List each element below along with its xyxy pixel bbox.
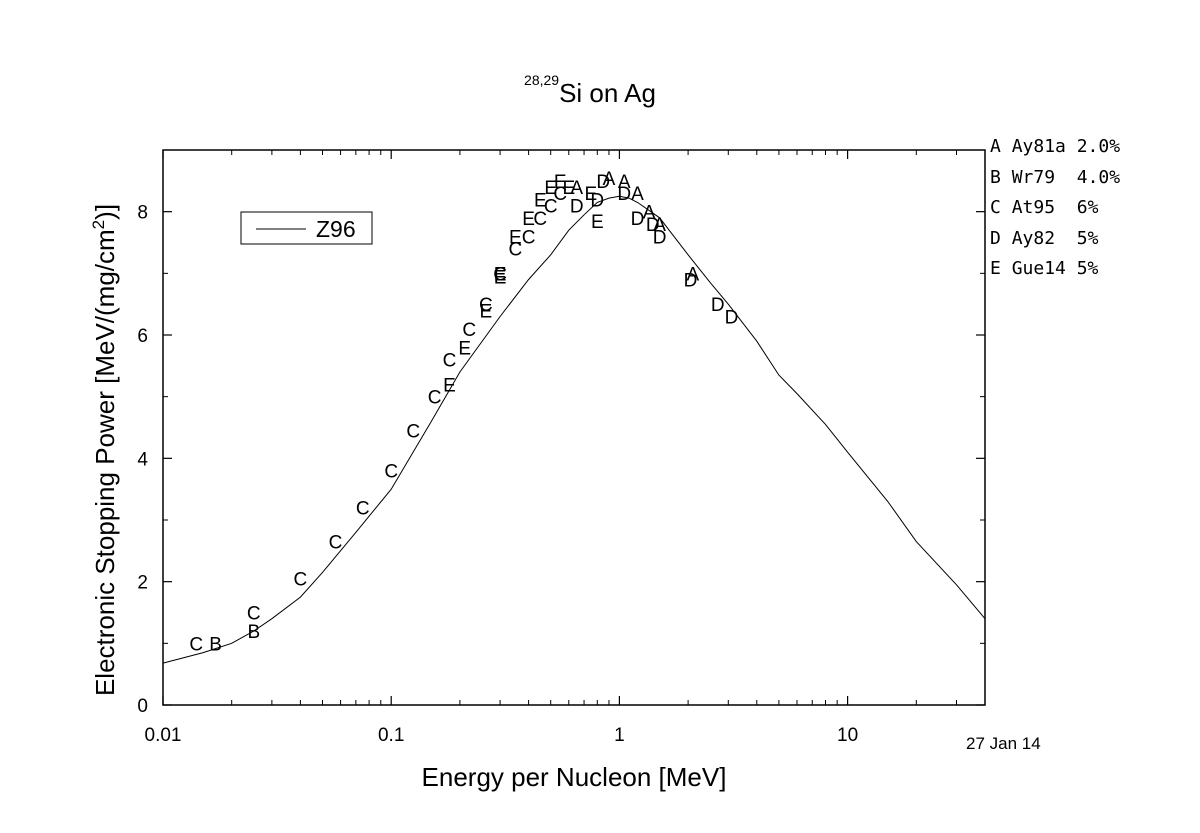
data-point-e: E [522,209,535,230]
x-tick-label: 0.01 [145,725,182,746]
data-point-a: A [570,178,583,199]
reference-uncertainty: 5% [1076,258,1099,279]
data-point-c: C [294,570,308,591]
data-point-c: C [329,533,343,554]
data-point-e: E [480,301,493,322]
data-point-a: A [618,172,631,193]
reference-legend-row: C At95 6% [990,193,1120,224]
data-point-d: D [684,271,698,292]
curve-legend-label: Z96 [316,216,356,242]
reference-marker: C [990,197,1001,218]
reference-marker: B [990,166,1001,188]
y-tick-label: 4 [137,449,148,470]
chart-title-isotopes: 28,29 [524,72,560,88]
x-axis-label: Energy per Nucleon [MeV] [422,762,727,792]
data-point-d: D [653,227,667,248]
data-point-a: A [643,203,656,224]
data-point-e: E [494,267,507,288]
data-point-c: C [356,499,370,520]
data-point-e: E [534,190,547,211]
data-point-d: D [617,184,631,205]
curve-legend: Z96 [240,211,373,245]
data-point-c: C [522,227,536,248]
date-stamp: 27 Jan 14 [966,734,1041,753]
data-point-d: D [590,190,604,211]
data-point-c: C [189,634,203,655]
data-point-e: E [591,212,604,233]
x-tick-label: 10 [837,725,858,746]
data-point-e: E [443,375,456,396]
data-point-d: D [725,308,739,329]
data-point-d: D [596,172,610,193]
x-tick-label: 1 [614,725,625,746]
data-point-c: C [509,240,523,261]
data-point-a: A [631,184,644,205]
reference-marker: D [990,227,1001,249]
data-point-e: E [585,184,598,205]
y-tick-label: 2 [137,573,148,594]
reference-legend-row: D Ay82 5% [990,224,1120,255]
reference-name: Ay81a [1011,136,1066,157]
data-point-e: E [544,178,557,199]
reference-legend-row: E Gue14 5% [990,254,1120,285]
chart-title-text: Si on Ag [559,78,656,108]
curve-legend-box [240,211,373,245]
reference-uncertainty: 6% [1076,197,1099,218]
plot-area-frame [162,149,986,706]
data-point-e: E [509,227,522,248]
data-point-e: E [458,338,471,359]
data-point-d: D [570,197,584,218]
data-point-c: C [479,295,493,316]
reference-name: At95 [1011,197,1056,218]
data-point-c: C [493,264,507,285]
y-tick-label: 0 [137,696,148,717]
data-point-c: C [443,351,457,372]
data-point-c: C [553,184,567,205]
reference-marker: E [990,258,1001,279]
y-tick-label: 6 [137,326,148,347]
tick-labels-layer: 0.01 0.1 1 10 0 2 4 6 8 [137,203,858,746]
reference-name: Wr79 [1011,166,1056,188]
chart-title: 28,29Si on Ag [0,72,1180,109]
y-tick-label: 8 [137,203,148,224]
x-tick-label: 0.1 [378,725,404,746]
data-point-a: A [687,264,700,285]
reference-uncertainty: 5% [1076,227,1099,249]
data-point-c: C [544,197,558,218]
reference-legend-row: A Ay81a 2.0% [990,132,1120,163]
reference-uncertainty: 2.0% [1076,136,1121,157]
reference-legend-row: B Wr79 4.0% [990,163,1120,194]
data-point-e: E [554,172,567,193]
data-point-c: C [533,209,547,230]
reference-marker: A [990,136,1001,157]
data-point-d: D [711,295,725,316]
data-point-e: E [562,178,575,199]
reference-name: Ay82 [1011,227,1056,249]
z96-curve [162,195,986,664]
data-point-e: E [494,264,507,285]
data-point-a: A [603,169,616,190]
reference-name: Gue14 [1011,258,1066,279]
y-axis-label: Electronic Stopping Power [MeV/(mg/cm2)] [89,204,120,696]
data-point-c: C [462,320,476,341]
data-point-a: A [653,215,666,236]
data-point-d: D [646,215,660,236]
data-point-c: C [428,388,442,409]
data-point-c: C [384,462,398,483]
reference-legend: A Ay81a 2.0% B Wr79 4.0% C At95 6% D Ay8… [990,132,1120,285]
z96-curve-layer [162,195,986,664]
data-point-c: C [247,604,261,625]
data-point-b: B [247,622,260,643]
data-point-c: C [406,422,420,443]
data-point-d: D [631,209,645,230]
data-point-b: B [209,634,222,655]
reference-uncertainty: 4.0% [1076,166,1121,188]
